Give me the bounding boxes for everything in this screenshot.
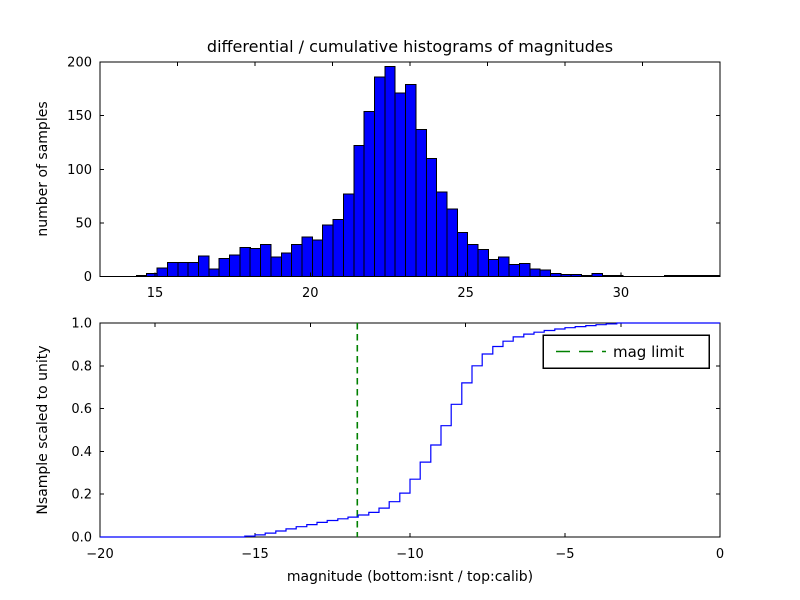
bottom-plot-ticks: −20 −15 −10 −5 0 0.0 0.2 0.4 0.6 0.8 1.0 (71, 317, 724, 563)
histogram-bar (353, 145, 365, 277)
top-y-axis-label: number of samples (35, 101, 51, 236)
y-tick-label: 0.0 (71, 531, 92, 546)
histogram-bar (363, 110, 376, 277)
histogram-bar (198, 255, 210, 278)
histogram-bar (529, 268, 541, 277)
y-tick-label: 0.2 (71, 488, 92, 503)
histogram-bar (260, 243, 272, 278)
histogram-bar (394, 92, 407, 277)
histogram-bar (415, 129, 427, 277)
top-histogram-plot: 15 20 25 30 0 50 100 150 200 (67, 56, 721, 301)
chart-title: differential / cumulative histograms of … (207, 37, 613, 56)
histogram-bar (291, 243, 303, 278)
histogram-bar (446, 208, 458, 277)
x-tick-label: −20 (86, 547, 113, 562)
bottom-x-axis-label: magnitude (bottom:isnt / top:calib) (287, 569, 533, 585)
histogram-bar (311, 239, 324, 277)
histogram-bar (322, 224, 334, 277)
histogram-bar (280, 252, 293, 277)
histogram-bar (374, 76, 386, 277)
x-tick-label: 25 (457, 286, 474, 301)
bottom-y-axis-label: Nsample scaled to unity (35, 345, 51, 514)
y-tick-label: 0 (84, 270, 92, 285)
histogram-bar (332, 219, 345, 277)
histogram-bar (405, 84, 417, 277)
histogram-bar (342, 193, 355, 277)
y-tick-label: 200 (67, 56, 92, 71)
y-tick-label: 100 (67, 163, 92, 178)
histogram-bar (436, 191, 448, 277)
histogram-bar (229, 254, 241, 278)
histogram-bar (187, 262, 200, 278)
x-tick-label: 20 (302, 286, 319, 301)
y-tick-label: 1.0 (71, 317, 92, 332)
top-plot-ticks: 15 20 25 30 0 50 100 150 200 (67, 56, 720, 301)
x-tick-label: −5 (555, 547, 574, 562)
histogram-bar (487, 258, 500, 277)
legend: mag limit (542, 334, 710, 369)
cumulative-curve (100, 322, 720, 538)
y-tick-label: 50 (75, 216, 92, 231)
histogram-bar (249, 248, 262, 278)
histogram-bar (270, 256, 282, 278)
histogram-bar (518, 263, 531, 278)
histogram-bar (177, 262, 189, 278)
histogram-bar (208, 268, 220, 277)
histogram-bar (467, 243, 479, 278)
legend-label: mag limit (613, 343, 684, 361)
histogram-bar (498, 256, 510, 278)
histogram-bar (218, 257, 231, 277)
x-tick-label: 30 (613, 286, 630, 301)
x-tick-label: −10 (396, 547, 423, 562)
histogram-bar (301, 236, 313, 278)
histogram-bar (239, 247, 251, 277)
x-tick-label: 0 (716, 547, 724, 562)
y-tick-label: 0.8 (71, 359, 92, 374)
histogram-bar (508, 264, 521, 278)
histogram-bar (384, 65, 396, 277)
histogram-bar (539, 269, 552, 278)
y-tick-label: 0.6 (71, 402, 92, 417)
histogram-bar (456, 232, 469, 277)
histogram-bar (425, 158, 438, 277)
legend-box (542, 334, 710, 369)
x-tick-label: 15 (147, 286, 164, 301)
y-tick-label: 150 (67, 109, 92, 124)
x-tick-label: −15 (241, 547, 268, 562)
y-tick-label: 0.4 (71, 445, 92, 460)
bottom-cumulative-plot: −20 −15 −10 −5 0 0.0 0.2 0.4 0.6 0.8 1.0 (71, 317, 724, 563)
histogram-bar (477, 249, 489, 277)
histogram-bar (166, 262, 179, 278)
histogram-bar (156, 267, 169, 277)
